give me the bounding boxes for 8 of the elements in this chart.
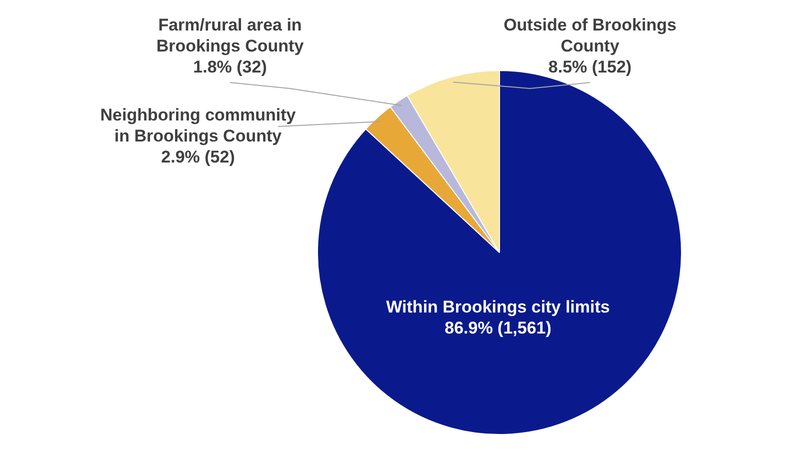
slice-label: Farm/rural area in Brookings County <box>156 16 304 56</box>
data-label: 1.8% (32) <box>193 58 267 77</box>
data-label: 8.5% (152) <box>548 58 632 77</box>
data-label: 86.9% (1,561) <box>444 318 552 338</box>
data-label: 2.9% (52) <box>161 148 235 167</box>
slice-label: Outside of Brookings County <box>504 16 676 56</box>
slice-label: Within Brookings city limits <box>386 298 610 317</box>
slice-label: Neighboring community in Brookings County <box>100 106 296 146</box>
